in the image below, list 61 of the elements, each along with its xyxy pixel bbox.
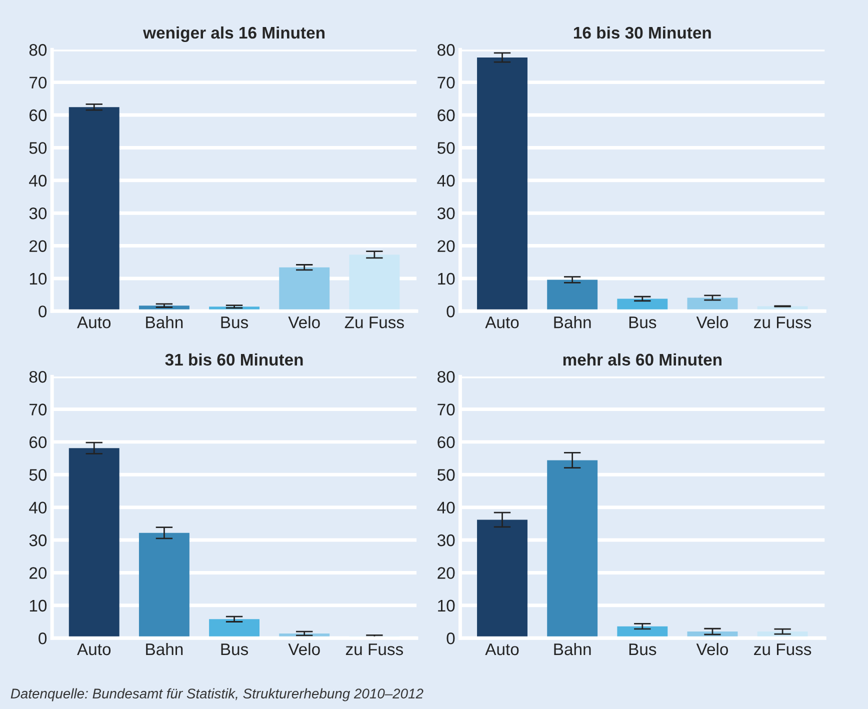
y-tick-label: 70: [438, 404, 455, 416]
y-tick-label: 0: [446, 632, 455, 644]
y-tick-label: 60: [30, 436, 47, 448]
y-tick-label: 80: [29, 44, 47, 56]
x-tick-label: zu Fuss: [754, 644, 812, 656]
y-tick-label: 0: [446, 306, 455, 318]
y-tick-label: 70: [30, 404, 47, 416]
chart-title: weniger als 16 Minuten: [143, 26, 324, 42]
y-tick-label: 10: [438, 272, 455, 285]
y-tick-label: 30: [29, 534, 47, 546]
y-tick-label: 80: [438, 44, 455, 56]
x-tick-label: Velo: [696, 642, 728, 656]
y-tick-label: 10: [30, 272, 47, 285]
y-tick-label: 20: [30, 240, 47, 252]
y-tick-label: 30: [437, 207, 455, 220]
x-tick-label: Zu Fuss: [344, 316, 404, 328]
chart-title: mehr als 60 Minuten: [563, 353, 722, 366]
x-tick-label: Bus: [629, 316, 656, 328]
y-tick-label: 20: [438, 240, 455, 252]
x-tick-label: Auto: [77, 316, 111, 328]
y-tick-label: 60: [30, 109, 47, 122]
x-tick-label: Bus: [221, 316, 248, 328]
x-tick-label: zu Fuss: [754, 316, 812, 328]
x-tick-label: Velo: [288, 316, 320, 328]
y-tick-label: 20: [438, 567, 455, 579]
y-tick-label: 80: [438, 370, 455, 383]
y-tick-label: 50: [437, 469, 455, 481]
y-tick-label: 50: [29, 142, 47, 154]
y-tick-label: 70: [438, 76, 455, 89]
y-tick-label: 60: [438, 109, 455, 122]
x-tick-label: Bahn: [554, 642, 591, 656]
y-tick-label: 10: [438, 600, 455, 612]
text: Datenquelle: Bundesamt für Statistik, Strukturerhebung 2010–2012: [10, 688, 424, 702]
y-tick-label: 50: [437, 142, 455, 154]
y-tick-label: 40: [29, 174, 47, 187]
chart-title: 31 bis 60 Minuten: [165, 353, 303, 366]
y-tick-label: 60: [438, 436, 455, 448]
y-tick-label: 40: [437, 174, 455, 187]
x-tick-label: Velo: [696, 316, 728, 328]
y-tick-label: 30: [437, 534, 455, 546]
y-tick-label: 80: [29, 370, 47, 383]
x-tick-label: Auto: [485, 316, 519, 328]
x-tick-label: Bahn: [146, 642, 183, 656]
x-tick-label: Bus: [221, 644, 248, 656]
y-tick-label: 30: [29, 207, 47, 220]
x-tick-label: zu Fuss: [346, 644, 404, 656]
chart-title: 16 bis 30 Minuten: [574, 26, 711, 39]
x-tick-label: Bus: [629, 644, 656, 656]
y-tick-label: 40: [29, 502, 47, 514]
y-tick-label: 50: [29, 469, 47, 481]
x-tick-label: Auto: [485, 644, 519, 656]
y-tick-label: 20: [30, 567, 47, 579]
y-tick-label: 10: [30, 600, 47, 612]
y-tick-label: 40: [437, 502, 455, 514]
x-tick-label: Bahn: [146, 316, 183, 328]
y-tick-label: 0: [38, 632, 47, 644]
y-tick-label: 70: [30, 76, 47, 89]
x-tick-label: Bahn: [554, 316, 591, 328]
x-tick-label: Velo: [288, 642, 320, 656]
x-tick-label: Auto: [77, 644, 111, 656]
y-tick-label: 0: [38, 306, 47, 318]
